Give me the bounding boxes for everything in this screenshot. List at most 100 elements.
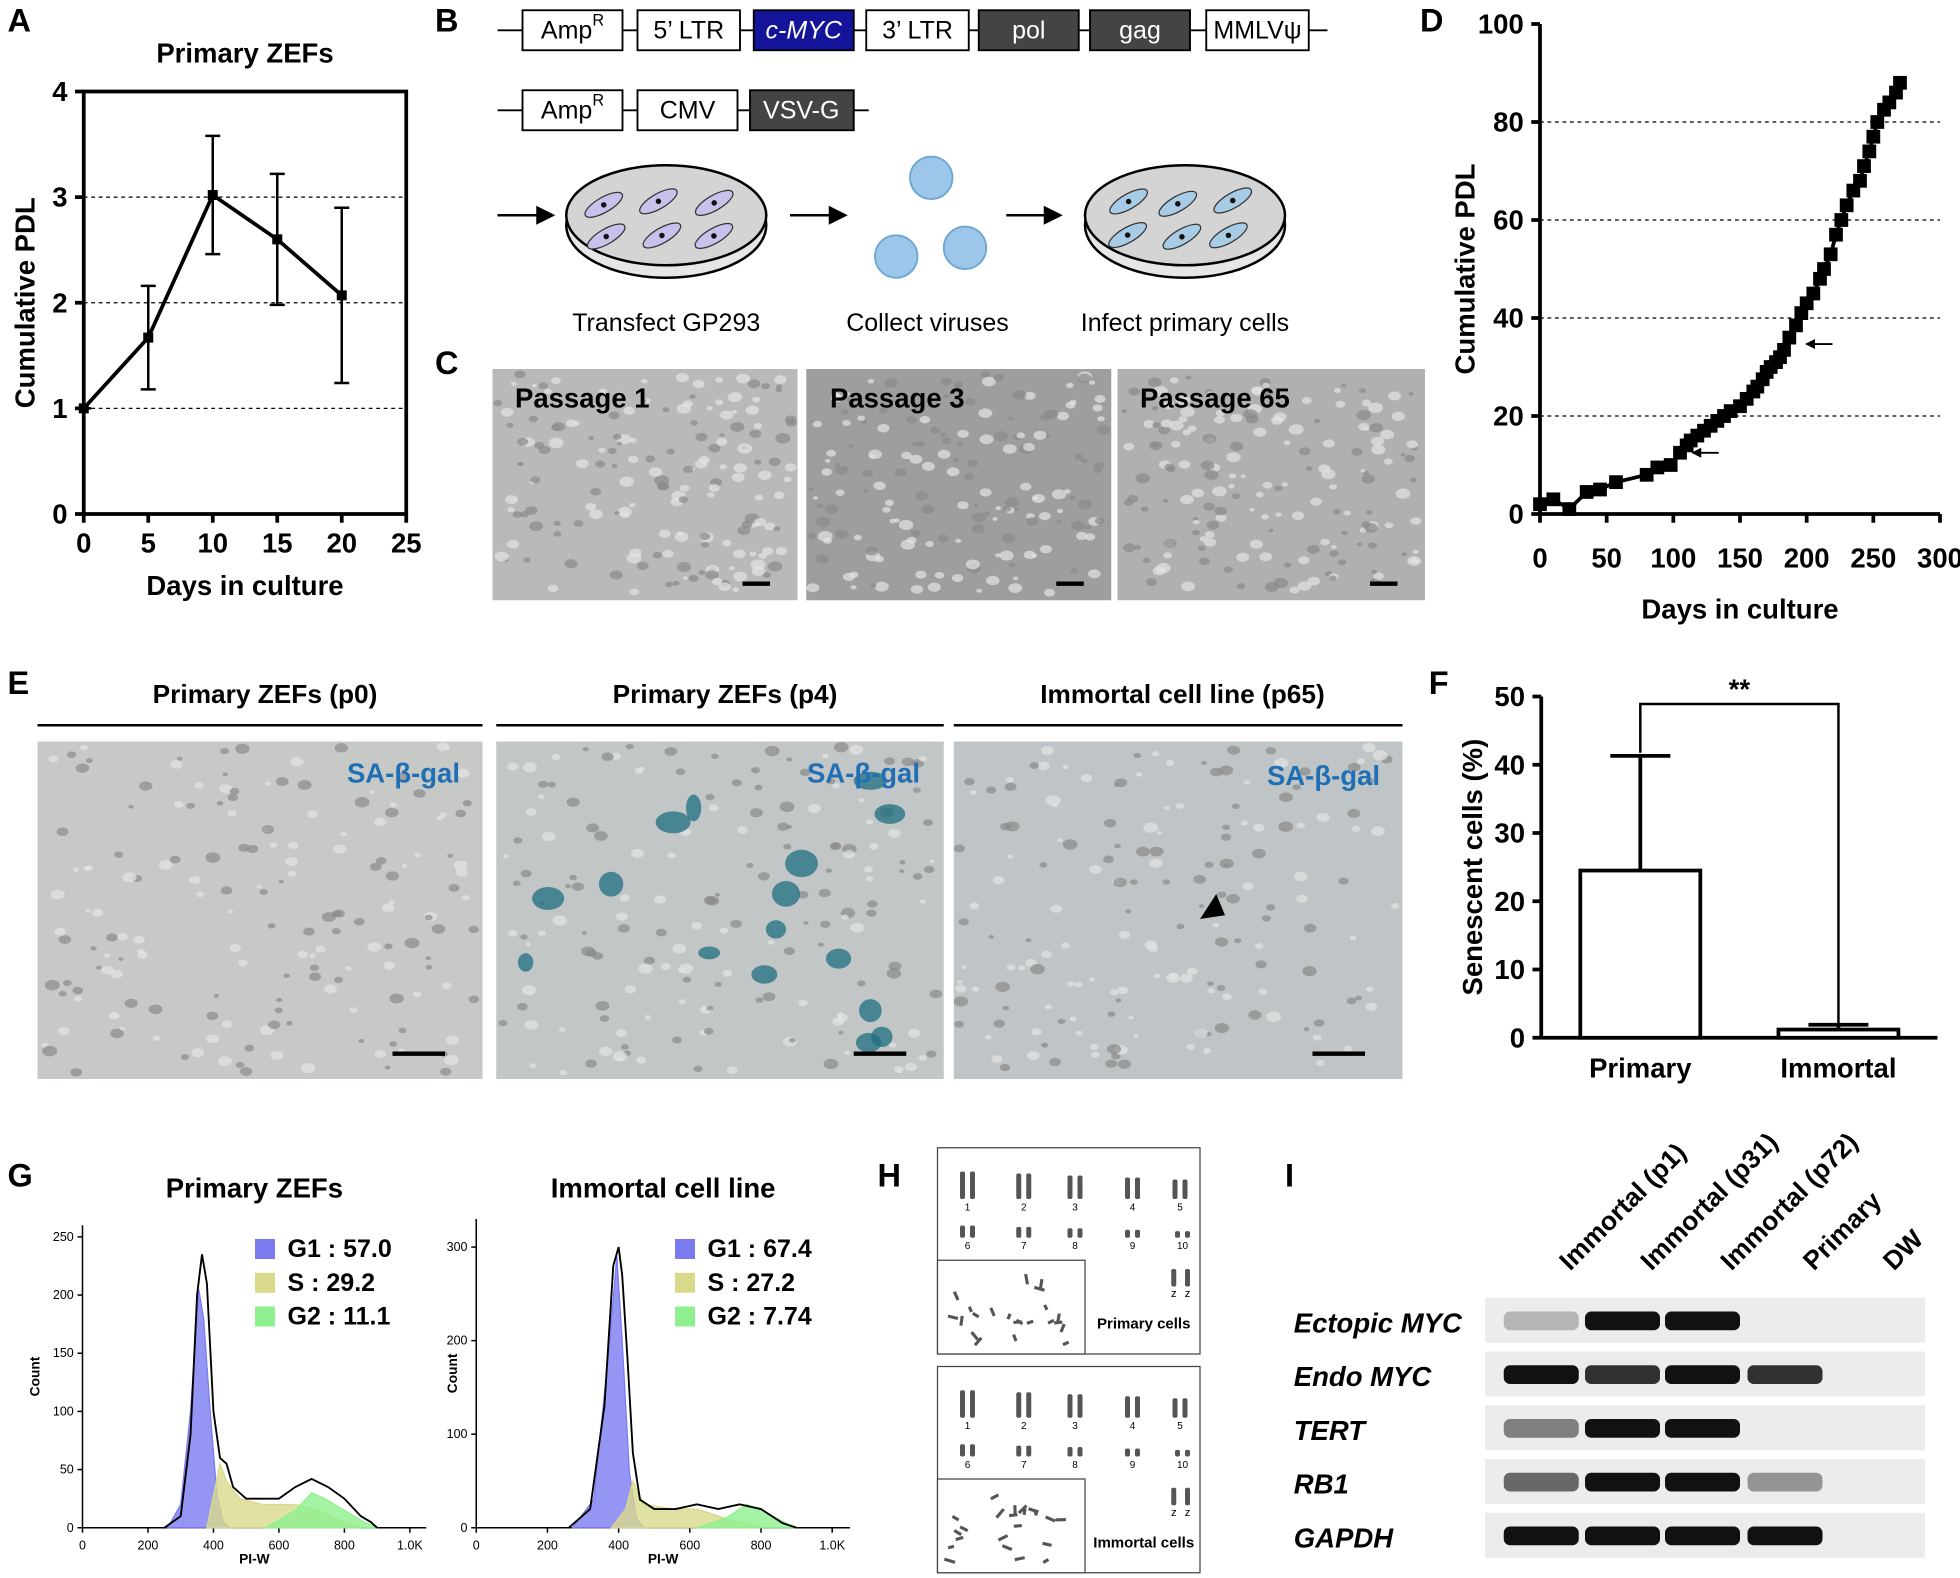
chromosome bbox=[1067, 1447, 1073, 1457]
cell bbox=[1163, 538, 1177, 548]
cell bbox=[768, 457, 781, 467]
cell bbox=[543, 388, 552, 394]
marker bbox=[1609, 475, 1623, 490]
cell bbox=[912, 787, 921, 793]
cell bbox=[1364, 523, 1378, 533]
cell bbox=[1193, 874, 1207, 884]
cell bbox=[516, 1003, 528, 1011]
chromosome-number: 10 bbox=[1177, 1241, 1189, 1252]
cell bbox=[553, 531, 562, 537]
marker bbox=[336, 290, 347, 301]
cell bbox=[581, 931, 587, 935]
cell bbox=[1201, 760, 1208, 766]
cell bbox=[921, 504, 935, 514]
cell bbox=[678, 496, 689, 503]
cell bbox=[189, 875, 201, 885]
cell bbox=[676, 562, 692, 572]
panel-label: C bbox=[435, 345, 458, 381]
cell bbox=[324, 984, 338, 994]
cell bbox=[690, 420, 698, 426]
cell bbox=[1162, 879, 1171, 885]
cell bbox=[732, 587, 740, 592]
cell bbox=[1004, 497, 1019, 508]
chromosome bbox=[1077, 1394, 1083, 1418]
cell bbox=[517, 437, 529, 446]
cell bbox=[139, 781, 153, 791]
cell bbox=[733, 549, 746, 559]
cell bbox=[235, 743, 250, 754]
cell bbox=[288, 841, 299, 850]
legend-swatch bbox=[255, 1239, 275, 1259]
cell bbox=[842, 466, 849, 471]
cell bbox=[627, 455, 639, 464]
cell bbox=[1122, 543, 1136, 553]
chromosome bbox=[960, 1225, 965, 1238]
cell bbox=[1151, 751, 1160, 757]
cell bbox=[754, 784, 763, 791]
y-tick-label: 40 bbox=[1494, 749, 1525, 780]
marker bbox=[1866, 129, 1881, 144]
sex-chromosome: z bbox=[1185, 1507, 1191, 1519]
cell bbox=[1019, 482, 1032, 491]
cell bbox=[582, 746, 589, 752]
cell bbox=[662, 549, 674, 558]
cell bbox=[297, 950, 309, 959]
cell bbox=[817, 942, 824, 947]
step-label: Transfect GP293 bbox=[572, 309, 760, 337]
cell bbox=[1018, 965, 1026, 971]
gel: Immortal (p1)Immortal (p31)Immortal (p72… bbox=[1294, 1127, 1929, 1558]
chromosome-number: 5 bbox=[1177, 1421, 1183, 1432]
cell bbox=[194, 782, 204, 789]
cell bbox=[832, 1017, 845, 1026]
cell bbox=[498, 1020, 508, 1027]
marker bbox=[1857, 159, 1871, 173]
cell bbox=[1207, 988, 1215, 994]
cell bbox=[1199, 904, 1205, 909]
cell bbox=[383, 961, 396, 970]
cell bbox=[1022, 442, 1035, 452]
cell bbox=[823, 1058, 839, 1069]
y-tick-label: 100 bbox=[1478, 9, 1524, 40]
cell bbox=[813, 496, 819, 500]
cell bbox=[783, 947, 795, 956]
cell bbox=[826, 449, 836, 457]
cell bbox=[971, 512, 986, 523]
marker bbox=[1870, 115, 1885, 129]
cell bbox=[705, 793, 715, 801]
cell bbox=[1207, 391, 1214, 396]
stain-blob bbox=[825, 948, 852, 969]
stain-label: SA-β-gal bbox=[347, 757, 460, 788]
marker bbox=[1533, 497, 1547, 512]
legend-label: G2 : 11.1 bbox=[288, 1303, 391, 1331]
cell bbox=[1340, 383, 1347, 388]
cell bbox=[1074, 453, 1083, 460]
cell bbox=[999, 550, 1014, 561]
cell bbox=[573, 520, 584, 527]
cell bbox=[158, 859, 173, 870]
cell bbox=[636, 561, 649, 570]
cell bbox=[1005, 821, 1020, 832]
cell bbox=[853, 534, 862, 541]
cell bbox=[1310, 497, 1322, 506]
y-tick-label: 200 bbox=[447, 1334, 468, 1348]
nucleus bbox=[1229, 197, 1236, 204]
cell bbox=[888, 1042, 897, 1048]
cell bbox=[1178, 416, 1188, 423]
cell bbox=[898, 519, 914, 531]
cell bbox=[728, 566, 735, 571]
cell bbox=[806, 532, 816, 540]
cell bbox=[615, 912, 629, 921]
cell bbox=[953, 996, 969, 1007]
cell bbox=[873, 481, 886, 491]
cell bbox=[206, 1011, 219, 1020]
stain-blob bbox=[517, 953, 534, 972]
x-tick-label: 0 bbox=[473, 1538, 480, 1552]
virus bbox=[942, 225, 988, 270]
cell bbox=[507, 762, 519, 771]
cell bbox=[929, 989, 943, 999]
spread-chromosome bbox=[1013, 1505, 1017, 1517]
cell bbox=[186, 802, 196, 809]
cell bbox=[1140, 506, 1149, 512]
cell bbox=[384, 943, 393, 950]
spread-chromosome bbox=[1042, 1558, 1050, 1564]
